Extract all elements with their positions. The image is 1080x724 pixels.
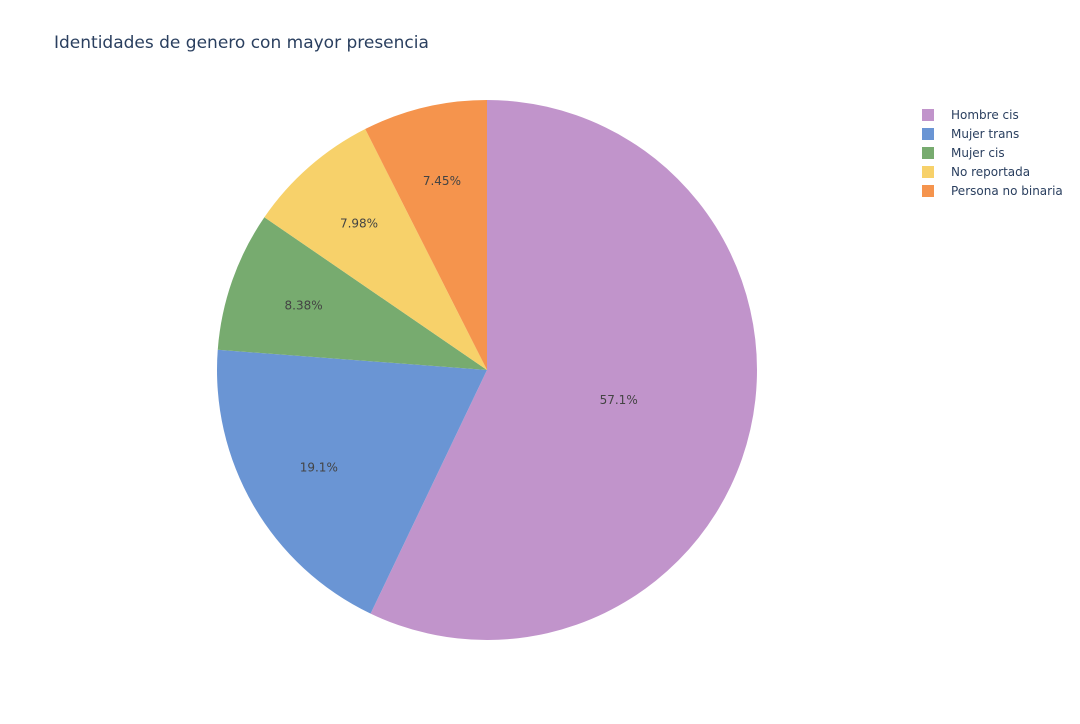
chart-title: Identidades de genero con mayor presenci… xyxy=(54,33,429,53)
legend-swatch xyxy=(922,184,934,197)
pie-slice-persona-no-binaria[interactable] xyxy=(365,100,487,370)
legend-swatch xyxy=(922,108,934,121)
slice-label-no-reportada: 7.98% xyxy=(340,217,378,231)
legend-swatch xyxy=(922,127,934,140)
legend-label: No reportada xyxy=(951,164,1031,179)
legend-item-hombre-cis[interactable]: Hombre cis xyxy=(922,105,1063,124)
slice-label-mujer-cis: 8.38% xyxy=(285,299,323,313)
legend: Hombre cis Mujer trans Mujer cis No reporta… xyxy=(922,105,1063,200)
legend-item-persona-no-binaria[interactable]: Persona no binaria xyxy=(922,181,1063,200)
pie-slice-hombre-cis[interactable] xyxy=(370,100,758,640)
legend-item-mujer-trans[interactable]: Mujer trans xyxy=(922,124,1063,143)
pie-slice-mujer-trans[interactable] xyxy=(217,349,487,614)
slice-label-persona-no-binaria: 7.45% xyxy=(423,174,461,188)
legend-label: Hombre cis xyxy=(951,107,1019,122)
legend-swatch xyxy=(922,165,934,178)
legend-item-no-reportada[interactable]: No reportada xyxy=(922,162,1063,181)
pie-slice-mujer-cis[interactable] xyxy=(217,217,487,370)
slice-label-hombre-cis: 57.1% xyxy=(600,393,638,407)
legend-label: Mujer trans xyxy=(951,126,1020,141)
legend-swatch xyxy=(922,146,934,159)
slice-label-mujer-trans: 19.1% xyxy=(300,460,338,474)
legend-label: Mujer cis xyxy=(951,145,1005,160)
pie-slice-no-reportada[interactable] xyxy=(264,129,487,370)
legend-label: Persona no binaria xyxy=(951,183,1063,198)
legend-item-mujer-cis[interactable]: Mujer cis xyxy=(922,143,1063,162)
